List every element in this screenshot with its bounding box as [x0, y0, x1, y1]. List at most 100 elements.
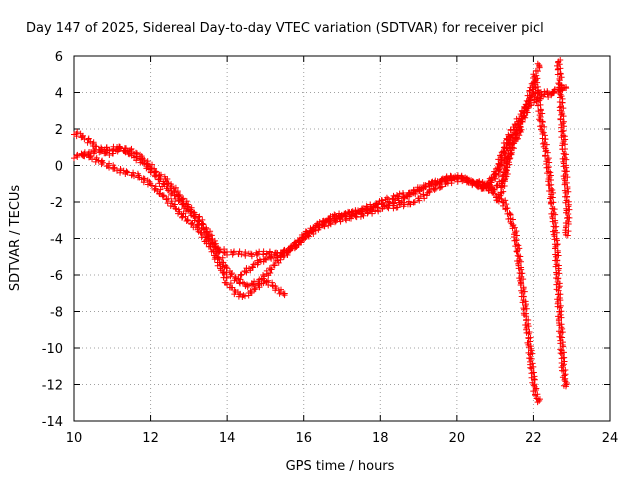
data-point — [557, 350, 564, 357]
data-point — [512, 237, 519, 244]
data-point — [292, 239, 299, 246]
data-point — [541, 123, 548, 130]
data-point — [144, 158, 151, 165]
data-point — [182, 213, 189, 220]
data-point — [196, 213, 203, 220]
data-point — [553, 286, 560, 293]
data-point — [559, 128, 566, 135]
data-point — [179, 214, 186, 221]
data-point — [553, 229, 560, 236]
data-point — [239, 293, 246, 300]
data-point — [532, 387, 539, 394]
data-point — [469, 178, 476, 185]
data-point — [566, 206, 573, 213]
data-point — [514, 248, 521, 255]
data-point — [500, 199, 507, 206]
data-point — [509, 225, 516, 232]
data-point — [454, 175, 461, 182]
data-point — [557, 311, 564, 318]
data-point — [260, 251, 267, 258]
data-point — [493, 182, 500, 189]
data-point — [502, 206, 509, 213]
data-point — [172, 184, 179, 191]
data-point — [281, 292, 288, 299]
data-point — [127, 146, 134, 153]
data-point — [423, 192, 430, 199]
data-point — [255, 282, 262, 289]
data-point — [254, 257, 261, 264]
chart-title: Day 147 of 2025, Sidereal Day-to-day VTE… — [26, 21, 544, 36]
data-point — [300, 235, 307, 242]
data-point — [117, 169, 124, 176]
y-tick-label: -10 — [42, 342, 63, 357]
data-point — [556, 107, 563, 114]
data-point — [559, 342, 566, 349]
data-point — [554, 71, 561, 78]
data-point — [534, 60, 541, 67]
series-track-e — [499, 197, 543, 406]
data-point — [182, 203, 189, 210]
data-point — [563, 209, 570, 216]
data-point — [564, 215, 571, 222]
data-point — [280, 290, 287, 297]
data-point — [244, 283, 251, 290]
data-point — [379, 205, 386, 212]
data-point — [224, 281, 231, 288]
data-point — [513, 115, 520, 122]
data-point — [431, 186, 438, 193]
data-point — [515, 242, 522, 249]
data-point — [547, 200, 554, 207]
data-point — [428, 179, 435, 186]
data-point — [539, 119, 546, 126]
data-point — [540, 143, 547, 150]
data-point — [551, 89, 558, 96]
data-point — [263, 250, 270, 257]
data-point — [530, 382, 537, 389]
data-point — [518, 108, 525, 115]
data-point — [98, 158, 105, 165]
data-point — [514, 135, 521, 142]
data-point — [561, 376, 568, 383]
data-point — [508, 149, 515, 156]
data-point — [169, 200, 176, 207]
data-point — [134, 150, 141, 157]
data-point — [365, 209, 372, 216]
y-tick-label: 0 — [55, 160, 63, 175]
data-point — [560, 163, 567, 170]
y-tick-label: 6 — [55, 50, 63, 65]
data-point — [515, 260, 522, 267]
data-point — [224, 251, 231, 258]
data-point — [199, 221, 206, 228]
data-point — [241, 280, 248, 287]
data-point — [521, 311, 528, 318]
x-tick-label: 14 — [219, 431, 236, 446]
data-point — [260, 272, 267, 279]
data-point — [531, 383, 538, 390]
data-point — [194, 217, 201, 224]
data-point — [562, 378, 569, 385]
data-point — [513, 228, 520, 235]
data-point — [411, 199, 418, 206]
data-point — [312, 227, 319, 234]
data-point — [504, 155, 511, 162]
data-point — [106, 164, 113, 171]
data-point — [74, 154, 81, 161]
y-tick-label: -2 — [50, 196, 63, 211]
data-point — [110, 165, 117, 172]
data-point — [517, 117, 524, 124]
y-tick-label: -8 — [50, 306, 63, 321]
data-point — [123, 169, 130, 176]
data-point — [555, 66, 562, 73]
data-point — [504, 170, 511, 177]
data-point — [79, 132, 86, 139]
data-point — [507, 150, 514, 157]
data-point — [260, 248, 267, 255]
data-point — [503, 205, 510, 212]
data-point — [306, 229, 313, 236]
data-point — [554, 296, 561, 303]
data-point — [395, 195, 402, 202]
data-point — [535, 95, 542, 102]
data-point — [178, 196, 185, 203]
data-point — [492, 165, 499, 172]
